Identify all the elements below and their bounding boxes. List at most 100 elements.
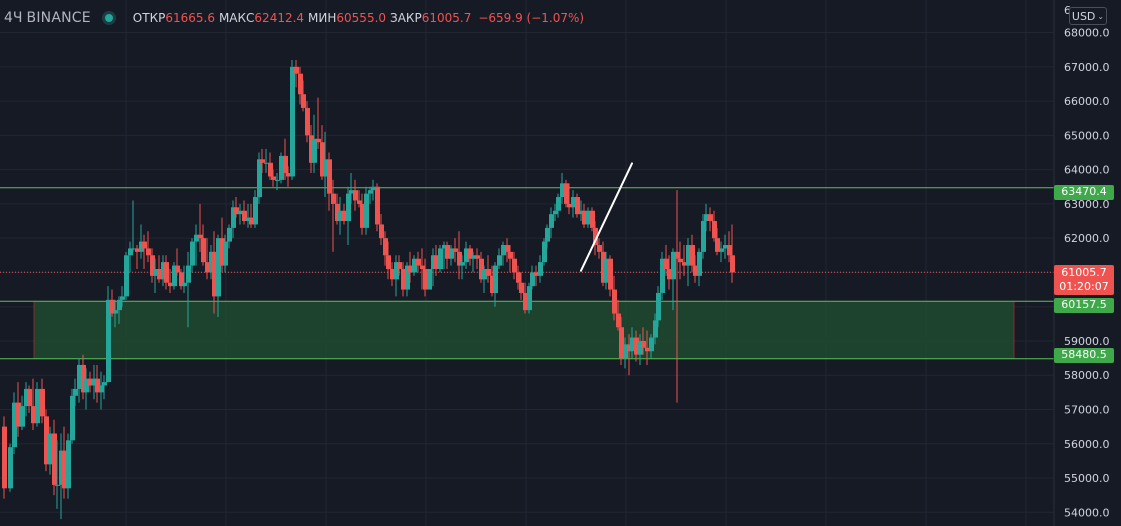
candle-body bbox=[516, 272, 521, 283]
candle bbox=[386, 241, 391, 280]
candle bbox=[153, 258, 158, 293]
candle bbox=[508, 245, 513, 273]
candle bbox=[223, 234, 228, 273]
candle-body bbox=[671, 251, 676, 280]
candle bbox=[641, 327, 646, 355]
candle-body bbox=[627, 344, 632, 352]
price-tick-label: 59000.0 bbox=[1064, 335, 1110, 348]
candle-body bbox=[704, 214, 709, 222]
candle-body bbox=[727, 245, 732, 256]
candle-body bbox=[530, 272, 535, 287]
candle bbox=[338, 197, 343, 235]
candle bbox=[371, 179, 376, 201]
candle-body bbox=[209, 251, 214, 273]
zone-rect bbox=[34, 301, 1014, 359]
candle-body bbox=[519, 282, 524, 293]
candle bbox=[301, 80, 306, 112]
level-badge-top: 63470.4 bbox=[1054, 185, 1114, 200]
candle-body bbox=[135, 248, 140, 252]
candle-body bbox=[586, 210, 591, 225]
candle-body bbox=[712, 221, 717, 239]
candle bbox=[275, 173, 280, 191]
candle-body bbox=[309, 135, 314, 163]
candle-body bbox=[582, 210, 587, 225]
candle-body bbox=[186, 265, 191, 283]
candle-body bbox=[84, 378, 89, 393]
candle-body bbox=[353, 190, 358, 201]
candle-body bbox=[124, 255, 129, 297]
candle-body bbox=[283, 155, 288, 174]
candle bbox=[664, 245, 669, 276]
candle bbox=[106, 286, 111, 383]
candle bbox=[128, 241, 133, 273]
candle bbox=[110, 289, 115, 317]
candle-body bbox=[690, 245, 695, 266]
candle-body bbox=[708, 214, 713, 222]
candle-body bbox=[92, 378, 97, 386]
candle-body bbox=[335, 203, 340, 222]
candle bbox=[52, 419, 57, 496]
candle bbox=[542, 238, 547, 266]
candle-body bbox=[612, 289, 617, 314]
candle-body bbox=[553, 210, 558, 215]
candle bbox=[375, 183, 380, 232]
candle-body bbox=[227, 227, 232, 242]
candle-body bbox=[649, 337, 654, 352]
candle bbox=[260, 149, 265, 174]
candle bbox=[320, 125, 325, 180]
candle bbox=[249, 203, 254, 228]
trendline-drawing[interactable] bbox=[580, 162, 633, 272]
candle-body bbox=[534, 272, 539, 276]
candle bbox=[364, 186, 369, 235]
candle-body bbox=[99, 385, 104, 393]
candle-body bbox=[597, 245, 602, 252]
candle-body bbox=[2, 426, 7, 489]
candle bbox=[59, 433, 64, 520]
candle-body bbox=[338, 210, 343, 222]
candle bbox=[678, 241, 683, 280]
candle bbox=[8, 443, 13, 492]
candle bbox=[660, 251, 665, 300]
candle bbox=[212, 231, 217, 314]
candle bbox=[216, 234, 221, 317]
candle-body bbox=[257, 159, 262, 198]
candle-body bbox=[342, 210, 347, 222]
currency-button[interactable]: USD ⌄ bbox=[1069, 7, 1107, 25]
candle-body bbox=[73, 388, 78, 396]
candle bbox=[686, 238, 691, 287]
level-badge-bottom: 58480.5 bbox=[1054, 348, 1114, 363]
candle bbox=[186, 251, 191, 328]
candle-body bbox=[323, 159, 328, 177]
candle bbox=[77, 358, 82, 403]
candle-body bbox=[52, 433, 57, 485]
candle bbox=[198, 203, 203, 252]
timeframe-label[interactable]: 4Ч bbox=[4, 10, 23, 26]
candle bbox=[501, 241, 506, 266]
candle bbox=[571, 190, 576, 218]
candle-body bbox=[48, 433, 53, 465]
candle-body bbox=[490, 275, 495, 293]
candle bbox=[117, 296, 122, 324]
candle bbox=[368, 186, 373, 204]
market-status-dot-icon bbox=[104, 14, 113, 22]
candle bbox=[194, 224, 199, 266]
price-axis[interactable]: 54000.0 55000.0 56000.0 57000.0 58000.0 59000… bbox=[1053, 0, 1110, 526]
candle-body bbox=[253, 197, 258, 225]
candle bbox=[505, 238, 510, 263]
candle-body bbox=[179, 272, 184, 287]
candle-body bbox=[113, 310, 118, 314]
candle bbox=[697, 248, 702, 287]
candle-body bbox=[420, 265, 425, 269]
candle-body bbox=[634, 337, 639, 355]
candle bbox=[88, 371, 93, 393]
candle bbox=[62, 426, 67, 499]
candle-body bbox=[153, 268, 158, 276]
candle-body bbox=[427, 268, 432, 290]
symbol-header: 4Ч BINANCE ОТКР 61665.6 МАКС 62412.4 МИН… bbox=[4, 8, 584, 28]
candle-body bbox=[667, 268, 672, 280]
candle-body bbox=[320, 142, 325, 177]
candle-body bbox=[579, 210, 584, 215]
candle-body bbox=[401, 268, 406, 290]
candle bbox=[220, 217, 225, 273]
